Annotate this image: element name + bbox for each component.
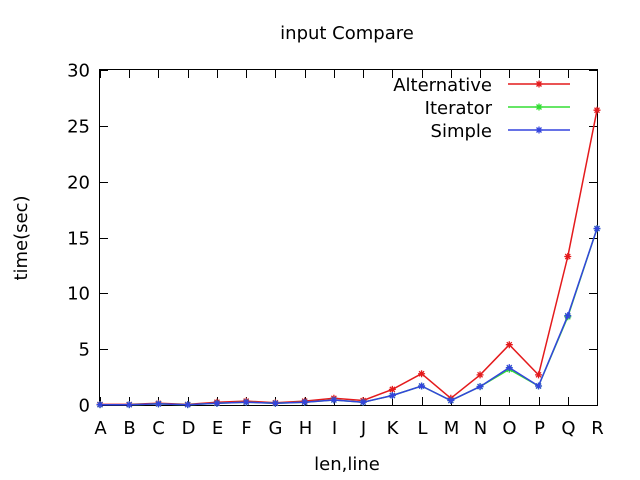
data-point — [505, 364, 513, 372]
data-point — [535, 371, 543, 379]
series-simple — [96, 225, 601, 409]
data-point — [184, 401, 192, 409]
x-tick-label: M — [444, 418, 460, 439]
y-tick-label: 15 — [67, 229, 90, 250]
legend-label: Simple — [431, 121, 492, 142]
data-point — [242, 398, 250, 406]
legend-label: Iterator — [425, 98, 493, 119]
data-point — [593, 106, 601, 114]
legend-label: Alternative — [393, 75, 492, 96]
x-axis-label: len,line — [314, 454, 380, 475]
series-alternative — [96, 106, 601, 408]
data-point — [593, 225, 601, 233]
y-axis-label: time(sec) — [11, 195, 32, 280]
y-tick-label: 20 — [67, 173, 90, 194]
data-point — [476, 371, 484, 379]
data-point — [388, 385, 396, 393]
data-point — [154, 400, 162, 408]
series-layer — [96, 106, 601, 409]
x-tick-label: P — [534, 418, 545, 439]
data-point — [330, 396, 338, 404]
x-tick-label: Q — [561, 418, 575, 439]
x-tick-label: H — [299, 418, 313, 439]
data-point — [564, 312, 572, 320]
y-tick-label: 30 — [67, 61, 90, 82]
series-iterator — [96, 225, 601, 409]
data-point — [505, 341, 513, 349]
y-tick-label: 0 — [79, 396, 90, 417]
x-tick-label: N — [474, 418, 487, 439]
data-point — [447, 397, 455, 405]
x-tick-label: C — [152, 418, 165, 439]
x-tick-label: O — [502, 418, 516, 439]
chart-title: input Compare — [280, 23, 414, 44]
x-tick-label: J — [360, 418, 366, 439]
series-line — [100, 228, 598, 406]
series-line — [100, 110, 598, 406]
data-point — [418, 370, 426, 378]
y-tick-label: 5 — [79, 340, 90, 361]
data-point — [271, 399, 279, 407]
data-point — [418, 382, 426, 390]
x-tick-label: A — [94, 418, 107, 439]
data-point — [535, 382, 543, 390]
x-tick-label: K — [387, 418, 400, 439]
data-point — [359, 398, 367, 406]
x-tick-label: E — [212, 418, 223, 439]
data-point — [388, 392, 396, 400]
y-tick-label: 25 — [67, 117, 90, 138]
data-point — [476, 383, 484, 391]
x-tick-label: D — [182, 418, 196, 439]
data-point — [301, 398, 309, 406]
x-tick-label: F — [241, 418, 251, 439]
legend-marker — [535, 103, 543, 111]
series-line — [100, 228, 598, 406]
data-point — [96, 401, 104, 409]
x-tick-label: R — [591, 418, 604, 439]
y-tick-label: 10 — [67, 284, 90, 305]
x-tick-label: B — [123, 418, 135, 439]
x-tick-label: I — [332, 418, 337, 439]
data-point — [213, 399, 221, 407]
plot-frame — [99, 69, 598, 406]
x-tick-label: G — [269, 418, 283, 439]
data-point — [564, 252, 572, 260]
data-point — [125, 401, 133, 409]
x-tick-label: L — [417, 418, 427, 439]
legend-marker — [535, 126, 543, 134]
legend-marker — [535, 80, 543, 88]
y-axis: 0 5 10 15 20 25 30 — [67, 61, 597, 417]
